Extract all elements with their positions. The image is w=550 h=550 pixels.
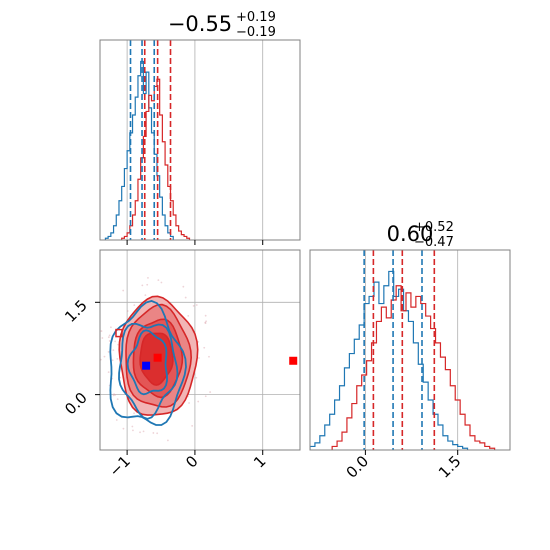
scatter-dot <box>192 304 195 307</box>
scatter-dot <box>132 429 134 432</box>
scatter-dot <box>195 304 198 306</box>
hist-param2-red <box>331 285 496 450</box>
scatter-dot <box>112 349 115 352</box>
contour-x-label-0: −1 <box>106 452 134 480</box>
hist-panel-param2: 0.0 1.5 0.60 +0.52 −0.47 <box>309 220 511 482</box>
scatter-dot <box>133 412 135 415</box>
title-param1-value: −0.55 <box>168 12 232 36</box>
marker-point-1 <box>142 361 151 370</box>
hist-param2-x-label-1: 1.5 <box>435 452 465 482</box>
ticks-param2-hist: 0.0 1.5 <box>343 450 465 482</box>
scatter-dot <box>198 357 200 359</box>
scatter-dot <box>152 432 155 434</box>
contour-blue-2 <box>126 329 168 396</box>
contour-blue-0 <box>109 300 187 426</box>
scatter-dot <box>208 355 210 358</box>
scatter-dot <box>97 380 99 382</box>
scatter-dot <box>122 289 125 292</box>
title-param2-plus: +0.52 <box>414 220 454 235</box>
scatter-dot <box>156 432 159 435</box>
scatter-dot <box>122 427 125 430</box>
scatter-dot <box>146 283 149 286</box>
scatter-dot <box>108 334 111 337</box>
hist-param1-blue <box>104 60 174 240</box>
title-param2-value: 0.60 <box>387 222 434 246</box>
hist-param1-red <box>121 78 191 240</box>
scatter-dot <box>108 340 111 342</box>
contour-content <box>95 276 212 442</box>
scatter-dot <box>103 355 106 358</box>
scatter-dot <box>107 371 110 374</box>
scatter-dot <box>160 281 163 284</box>
scatter-dot <box>191 424 194 427</box>
scatter-dot <box>144 294 147 297</box>
scatter-dot <box>115 419 118 421</box>
contour-blue-1 <box>118 323 179 420</box>
grid-param2-hist <box>364 250 459 450</box>
contour-x-label-1: 0 <box>182 452 201 471</box>
title-param1-minus: −0.19 <box>236 25 276 40</box>
scatter-dot <box>197 400 200 403</box>
scatter-dot <box>126 310 129 312</box>
scatter-dot <box>182 285 185 288</box>
scatter-dot <box>98 338 100 340</box>
scatter-dot <box>188 402 190 404</box>
scatter-dot <box>204 322 207 325</box>
scatter-dot <box>209 391 212 393</box>
scatter-dot <box>113 393 115 396</box>
grid-param1-hist <box>126 40 264 240</box>
scatter-dot <box>107 336 110 339</box>
hist-param2-content <box>310 250 496 450</box>
scatter-dot <box>133 304 136 307</box>
scatter-dot <box>205 320 208 323</box>
scatter-dot <box>184 296 187 299</box>
scatter-dot <box>111 359 114 362</box>
title-param1: −0.55 <box>168 12 232 36</box>
scatter-dot <box>100 330 103 332</box>
hist-param1-frame <box>99 39 301 241</box>
scatter-dot <box>114 394 117 396</box>
scatter-dot <box>203 346 206 349</box>
marker-point-0 <box>153 353 162 362</box>
scatter-dot <box>116 398 119 401</box>
scatter-dot <box>167 439 169 442</box>
scatter-dot <box>95 384 97 386</box>
scatter-dot <box>141 284 144 287</box>
marker-point-2 <box>289 356 298 365</box>
scatter-dot <box>131 425 134 428</box>
contour-frame <box>99 249 301 451</box>
scatter-dot <box>101 337 104 339</box>
contour-panel: −1 0 1 0.0 1.5 <box>61 249 301 480</box>
contour-offaxis-points <box>115 328 298 370</box>
ticks-param1-hist <box>126 240 264 245</box>
hist-panel-param1: −0.55 +0.19 −0.19 <box>99 10 301 245</box>
scatter-dot <box>95 338 97 340</box>
scatter-dot <box>187 314 190 317</box>
hist-param1-content <box>104 40 191 240</box>
contour-y-label-0: 0.0 <box>61 389 91 419</box>
scatter-dot <box>110 326 112 329</box>
scatter-dot <box>142 430 145 433</box>
title-param2-minus: −0.47 <box>414 235 454 250</box>
scatter-dot <box>204 395 207 398</box>
scatter-dot <box>195 376 198 379</box>
title-param1-plus: +0.19 <box>236 10 276 25</box>
scatter-dot <box>139 431 141 434</box>
scatter-dot <box>204 314 207 317</box>
scatter-dot <box>116 357 119 360</box>
marker-point-3 <box>115 328 123 338</box>
hist-param2-blue <box>310 270 469 450</box>
hist-param2-x-label-0: 0.0 <box>343 452 373 482</box>
contour-x-label-2: 1 <box>250 452 269 471</box>
contour-y-label-1: 1.5 <box>61 296 91 326</box>
scatter-dot <box>107 351 110 353</box>
scatter-dot <box>147 276 149 279</box>
scatter-dot <box>204 321 207 324</box>
scatter-dot <box>114 340 117 343</box>
scatter-dot <box>112 394 115 397</box>
title-param2: 0.60 <box>387 222 434 246</box>
hist-param2-frame <box>309 249 511 451</box>
scatter-dot <box>157 279 160 282</box>
